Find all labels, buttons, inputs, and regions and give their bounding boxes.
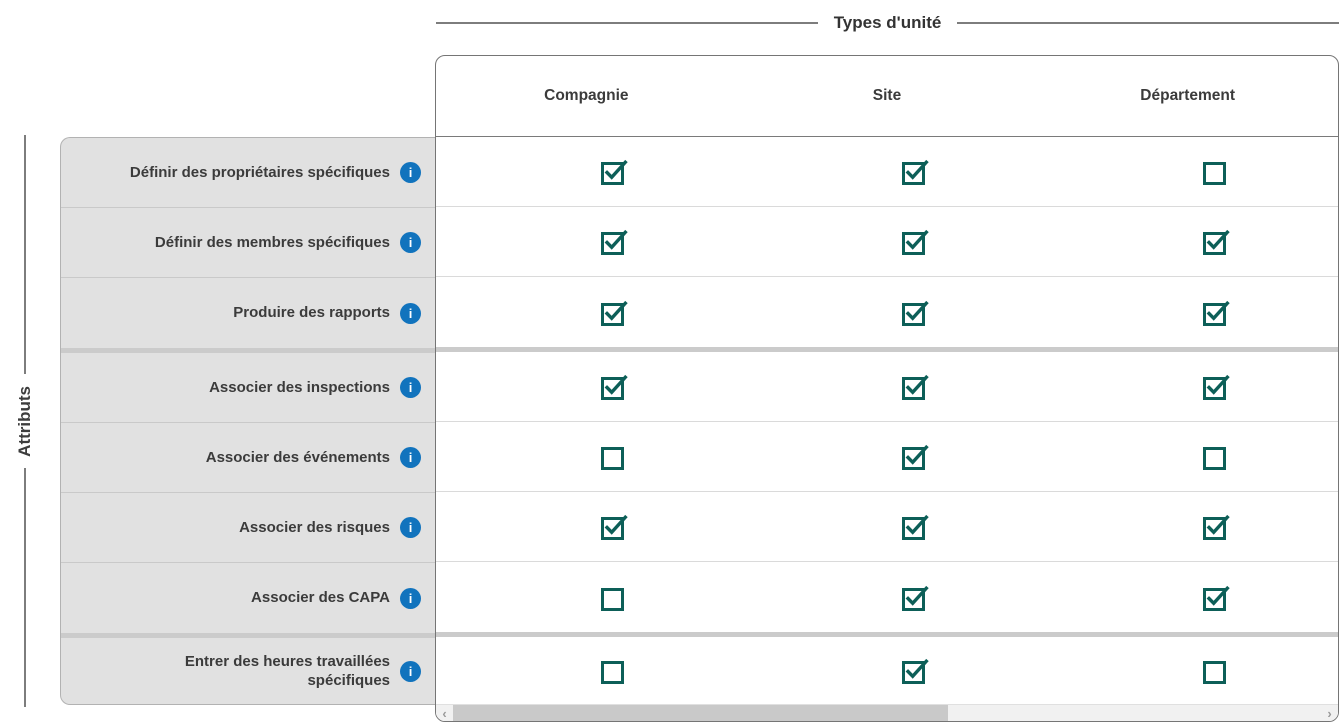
column-header-1: Compagnie [544,87,629,104]
checkbox-unchecked-r5-c3[interactable] [1201,442,1231,471]
checkbox-row-8 [436,637,1338,704]
attribute-label-panel: Définir des propriétaires spécifiques i Dé… [60,137,437,705]
checkbox-checked-r3-c1[interactable] [599,298,629,327]
checkbox-unchecked-r1-c3[interactable] [1201,157,1231,186]
info-icon[interactable]: i [400,447,421,468]
axis-line-top [24,135,26,374]
info-icon[interactable]: i [400,232,421,253]
group-separator [436,632,1338,637]
info-icon[interactable]: i [400,377,421,398]
scrollbar-thumb[interactable] [453,705,948,721]
checkbox-checked-r7-c3[interactable] [1201,583,1231,612]
checkbox-checked-r3-c2[interactable] [900,298,930,327]
scrollbar-right-arrow-icon[interactable]: › [1321,705,1338,721]
attribute-label-7: Associer des CAPA [251,589,390,607]
attribute-row-4: Associer des inspections i [61,353,437,423]
info-icon[interactable]: i [400,302,421,324]
checkbox-checked-r1-c2[interactable] [900,157,930,186]
checkbox-checked-r2-c3[interactable] [1201,227,1231,256]
attributes-axis: Attributs [10,135,40,708]
group-separator [61,633,437,638]
attribute-label-4: Associer des inspections [209,378,390,396]
checkbox-checked-r2-c1[interactable] [599,227,629,256]
checkbox-checked-r6-c3[interactable] [1201,512,1231,541]
checkbox-row-7 [436,562,1338,632]
checkbox-checked-r8-c2[interactable] [900,656,930,685]
checkbox-unchecked-r8-c3[interactable] [1201,656,1231,685]
title-line-left [436,22,818,24]
horizontal-scrollbar[interactable]: ‹ › [436,704,1338,721]
info-icon[interactable]: i [400,660,421,682]
info-icon[interactable]: i [400,517,421,538]
checkbox-row-2 [436,207,1338,277]
checkbox-checked-r4-c1[interactable] [599,372,629,401]
checkbox-checked-r4-c2[interactable] [900,372,930,401]
title-line-right [957,22,1340,24]
checkbox-checked-r7-c2[interactable] [900,583,930,612]
info-icon[interactable]: i [400,587,421,609]
checkbox-grid: Compagnie Site Département ‹ › [435,55,1339,722]
attribute-row-7: Associer des CAPA i [61,563,437,633]
matrix-title: Types d'unité [833,13,942,32]
checkbox-checked-r1-c1[interactable] [599,157,629,186]
column-header-row: Compagnie Site Département [436,56,1338,137]
scrollbar-track[interactable] [453,705,1321,721]
checkbox-checked-r2-c2[interactable] [900,227,930,256]
checkbox-checked-r5-c2[interactable] [900,442,930,471]
attribute-row-2: Définir des membres spécifiques i [61,208,437,278]
attribute-row-3: Produire des rapports i [61,278,437,348]
attribute-label-8: Entrer des heures travaillées spécifique… [184,652,390,690]
group-separator [436,347,1338,352]
checkbox-grid-body [436,137,1338,704]
unit-types-header: Types d'unité [436,6,1340,40]
checkbox-row-5 [436,422,1338,492]
checkbox-row-3 [436,277,1338,347]
checkbox-checked-r4-c3[interactable] [1201,372,1231,401]
column-header-2: Site [872,87,902,104]
checkbox-unchecked-r7-c1[interactable] [599,583,629,612]
checkbox-unchecked-r8-c1[interactable] [599,656,629,685]
attribute-label-2: Définir des membres spécifiques [154,233,390,251]
checkbox-checked-r6-c1[interactable] [599,512,629,541]
scrollbar-left-arrow-icon[interactable]: ‹ [436,705,453,721]
attribute-row-5: Associer des événements i [61,423,437,493]
attribute-row-1: Définir des propriétaires spécifiques i [61,138,437,208]
attribute-label-5: Associer des événements [205,448,390,466]
group-separator [61,348,437,353]
checkbox-row-4 [436,352,1338,422]
checkbox-row-1 [436,137,1338,207]
checkbox-checked-r3-c3[interactable] [1201,298,1231,327]
info-icon[interactable]: i [400,162,421,183]
attribute-row-6: Associer des risques i [61,493,437,563]
checkbox-row-6 [436,492,1338,562]
column-header-3: Département [1140,87,1236,104]
attribute-label-3: Produire des rapports [233,304,390,322]
attribute-label-6: Associer des risques [239,518,390,536]
attribute-row-8: Entrer des heures travaillées spécifique… [61,638,437,704]
checkbox-unchecked-r5-c1[interactable] [599,442,629,471]
attribute-label-1: Définir des propriétaires spécifiques [129,163,390,181]
axis-label-attributs: Attributs [15,385,34,457]
checkbox-checked-r6-c2[interactable] [900,512,930,541]
axis-line-bottom [24,468,26,708]
